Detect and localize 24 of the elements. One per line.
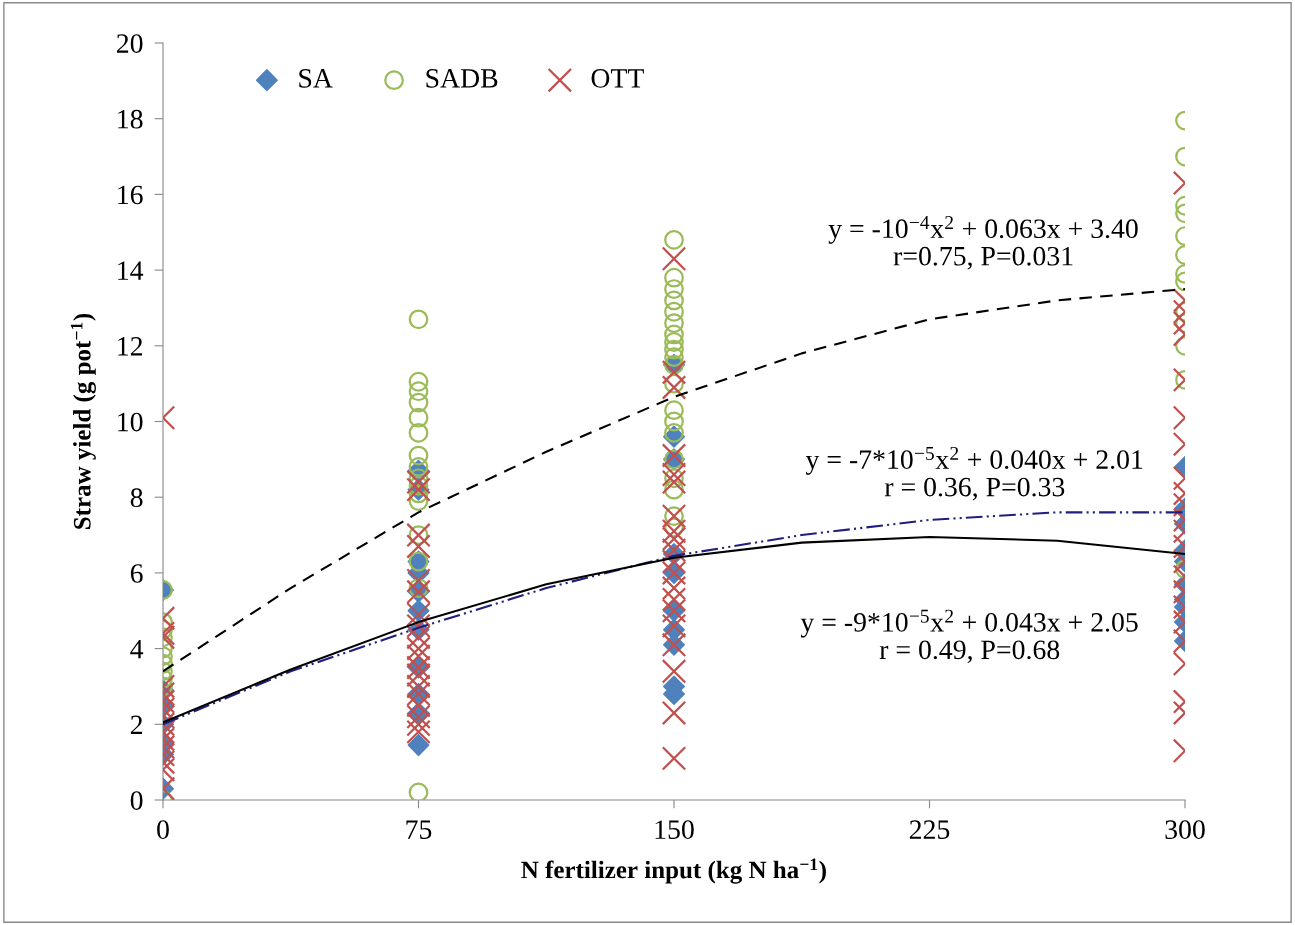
x-tick-label: 150 xyxy=(655,820,694,839)
y-tick-label: 10 xyxy=(118,412,143,432)
y-axis-title: Straw yield (g pot$^{−1}$) xyxy=(70,313,96,529)
y-tick-label: 2 xyxy=(130,715,143,734)
x-tick-label: 0 xyxy=(157,820,169,839)
legend-label: OTT xyxy=(591,69,644,88)
legend-label: SADB xyxy=(426,69,498,88)
y-tick-label: 16 xyxy=(118,185,143,205)
x-axis-title: N fertilizer input (kg N ha$^{−1}$) xyxy=(521,858,826,884)
x-tick-label: 225 xyxy=(909,820,950,839)
y-tick-label: 18 xyxy=(118,109,143,129)
legend-label: SA xyxy=(299,69,333,88)
y-tick-label: 12 xyxy=(118,337,143,356)
annotation: y = -9*10$^{−5}$x$^{2}$ + 0.043x + 2.05 r = 0.49, P=0.68 xyxy=(800,609,1138,664)
y-tick-label: 14 xyxy=(118,261,144,280)
x-tick-label: 300 xyxy=(1165,820,1205,839)
y-tick-label: 8 xyxy=(130,488,143,508)
annotation: y = -7*10$^{−5}$x$^{2}$ + 0.040x + 2.01 r = 0.36, P=0.33 xyxy=(805,446,1143,501)
annotation: y = -10$^{−4}$x$^{2}$ + 0.063x + 3.40 r=0.75, P=0.031 xyxy=(828,216,1138,270)
y-tick-label: 20 xyxy=(117,34,143,53)
y-tick-label: 4 xyxy=(130,639,144,659)
y-tick-label: 0 xyxy=(130,791,143,810)
x-tick-label: 75 xyxy=(406,820,432,839)
y-tick-label: 6 xyxy=(130,564,143,583)
